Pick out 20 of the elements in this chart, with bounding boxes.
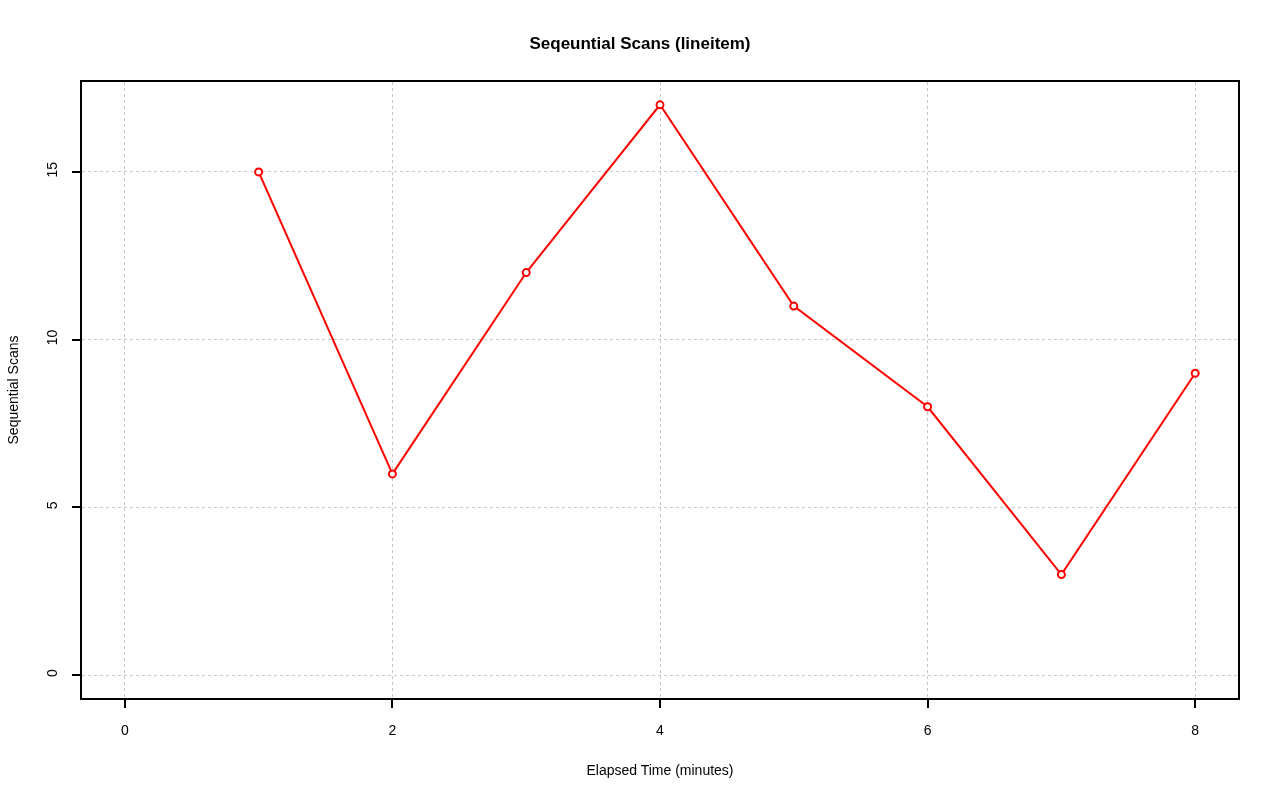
y-tick-label: 5	[44, 501, 61, 510]
x-tick-label: 6	[923, 721, 932, 738]
x-tick-label: 4	[656, 721, 665, 738]
x-axis-title: Elapsed Time (minutes)	[586, 761, 734, 778]
point	[789, 301, 799, 311]
y-tick-label: 0	[44, 668, 61, 677]
point	[923, 402, 933, 412]
y-tick-label: 15	[44, 161, 61, 178]
point	[1190, 368, 1200, 378]
point	[655, 100, 665, 110]
x-tick-label: 2	[388, 721, 397, 738]
point	[387, 469, 397, 479]
x-tick-label: 0	[120, 721, 129, 738]
chart-title: Seqeuntial Scans (lineitem)	[529, 33, 751, 53]
y-axis-title: Sequential Scans	[4, 335, 21, 445]
point	[521, 268, 531, 278]
point	[1056, 570, 1066, 580]
y-tick-label: 10	[44, 329, 61, 346]
point	[254, 167, 264, 177]
x-tick-label: 8	[1191, 721, 1200, 738]
